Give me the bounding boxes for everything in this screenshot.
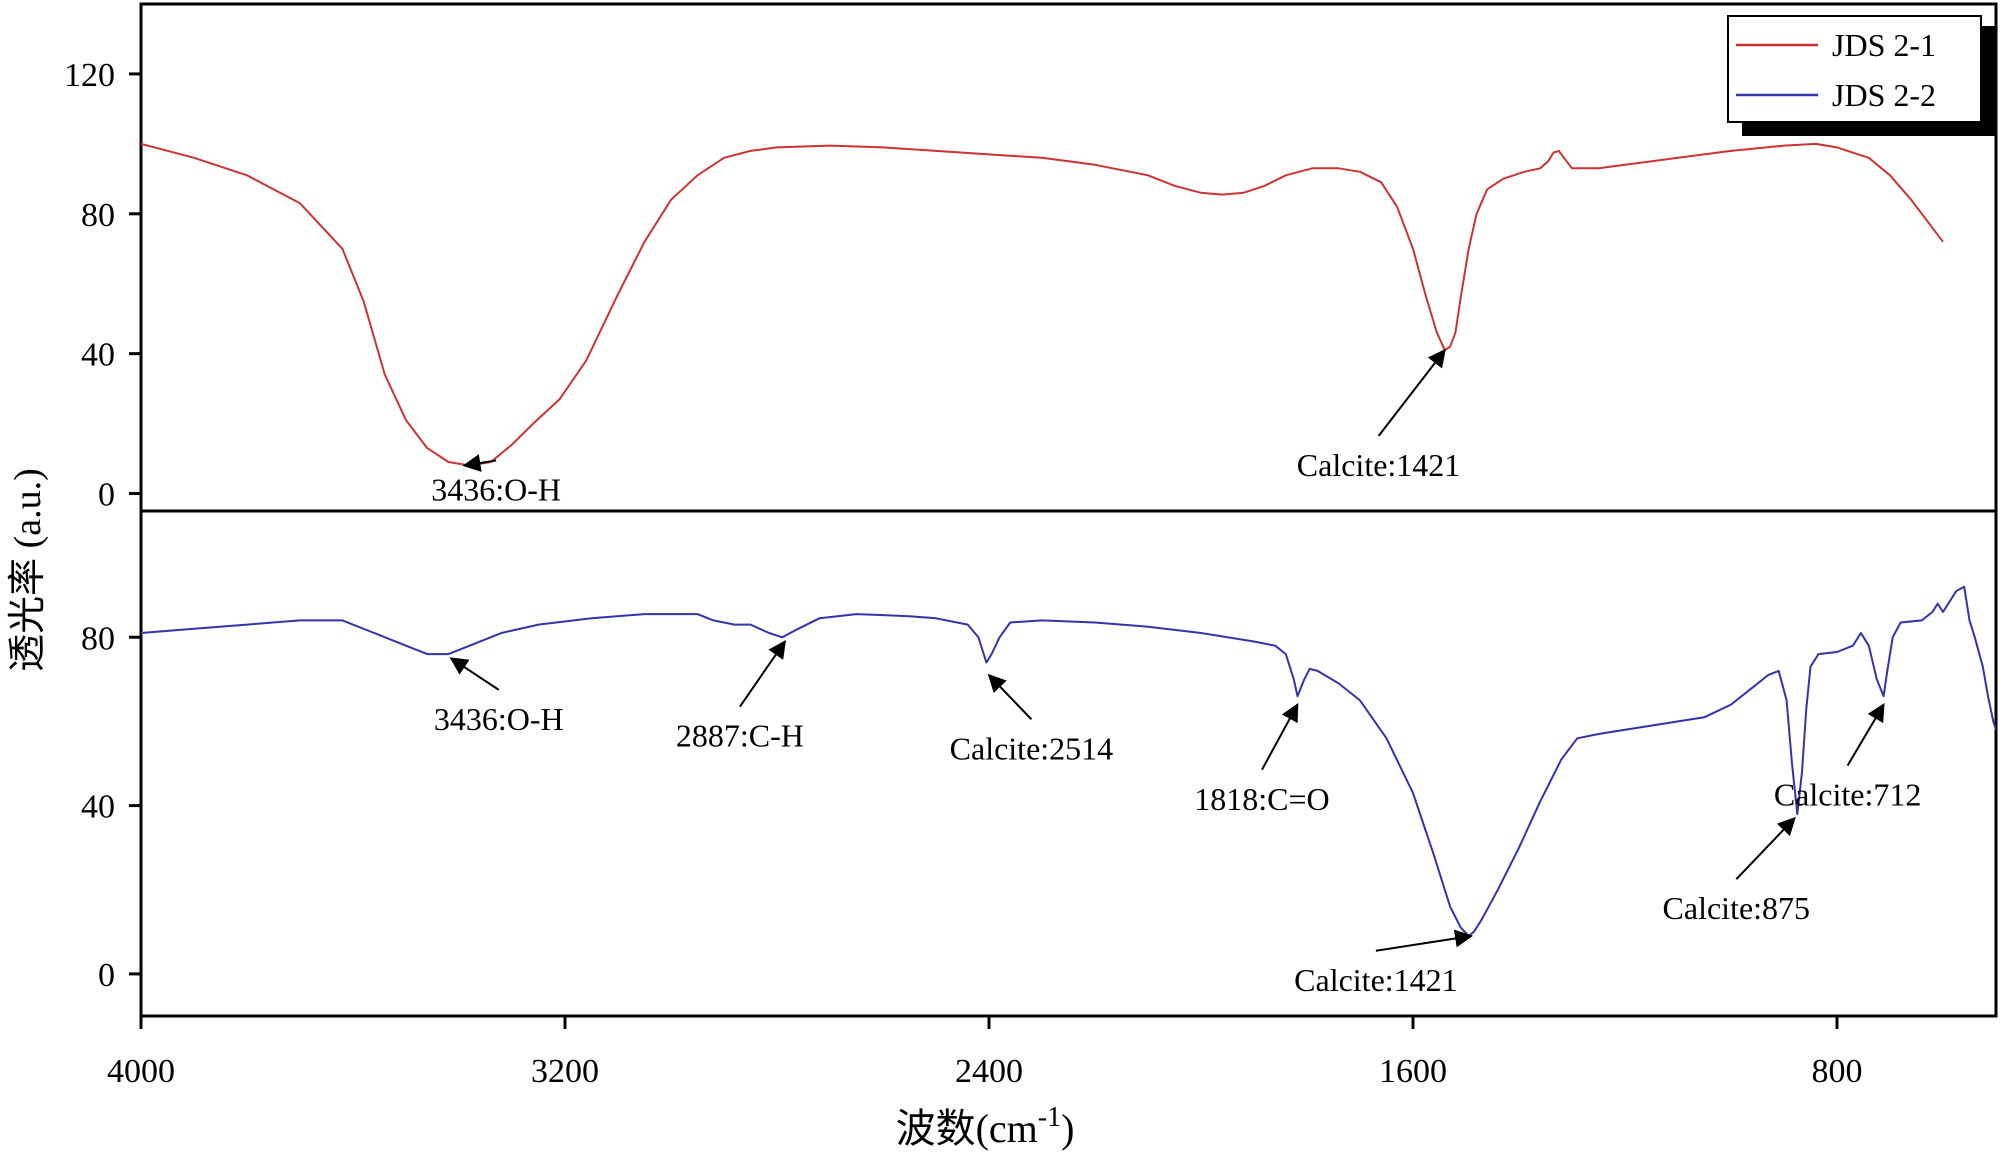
ticks-layer: 0 40 80 120 0 40 80 4000 3200 2400 1600 800	[64, 57, 1863, 1090]
y-tick-label-p0-80: 80	[81, 197, 115, 234]
y-tick-label-p0-120: 120	[64, 57, 115, 94]
x-axis-title-label: 波数	[896, 1106, 976, 1151]
annotation-arrow-5-1818-c-o	[1261, 703, 1299, 771]
annotation-arrow-6-calcite-875	[1735, 816, 1796, 880]
y-tick-label-p1-40: 40	[81, 789, 115, 826]
series-line-jds-2-1	[141, 142, 1944, 467]
annotation-label-5-1818-c-o: 1818:C=O	[1194, 781, 1329, 817]
x-axis-title-exponent: -1	[1038, 1102, 1061, 1133]
annotation-label-0-3436-o-h: 3436:O-H	[431, 472, 561, 508]
annotation-label-4-calcite-2514: Calcite:2514	[950, 730, 1114, 766]
legend: JDS 2-1 JDS 2-2	[1727, 15, 1995, 136]
legend-box	[1727, 15, 1982, 123]
annotation-arrow-4-calcite-2514	[987, 673, 1033, 720]
annotation-arrow-1-calcite-1421	[1377, 348, 1446, 437]
x-tick-label-2400: 2400	[955, 1053, 1023, 1090]
x-tick-label-3200: 3200	[531, 1053, 599, 1090]
annotation-label-6-calcite-875: Calcite:875	[1663, 890, 1811, 926]
legend-label-jds-2-1: JDS 2-1	[1832, 27, 1936, 63]
annotations-layer: 3436:O-H Calcite:1421 3436:O-H 2887:C-H Calc…	[431, 348, 1922, 998]
x-axis-title-close: )	[1061, 1106, 1074, 1151]
y-axis-title: 透光率 (a.u.)	[7, 468, 49, 672]
annotation-arrow-2-3436-o-h	[449, 657, 500, 691]
annotation-label-1-calcite-1421: Calcite:1421	[1297, 447, 1461, 483]
y-tick-label-p1-80: 80	[81, 620, 115, 657]
annotation-label-2-3436-o-h: 3436:O-H	[434, 701, 564, 737]
series-line-jds-2-2	[141, 585, 1996, 937]
y-tick-label-p1-0: 0	[98, 957, 115, 994]
x-tick-label-4000: 4000	[107, 1053, 175, 1090]
annotation-label-8-calcite-1421: Calcite:1421	[1294, 962, 1458, 998]
annotation-label-3-2887-c-h: 2887:C-H	[676, 718, 804, 754]
annotation-label-7-calcite-712: Calcite:712	[1774, 777, 1922, 813]
x-axis-title-unit: (cm	[976, 1106, 1038, 1151]
annotation-arrow-8-calcite-1421	[1375, 929, 1474, 952]
legend-label-jds-2-2: JDS 2-2	[1832, 77, 1936, 113]
annotation-arrow-7-calcite-712	[1846, 703, 1885, 767]
series-layer	[141, 142, 1996, 937]
y-tick-label-p0-0: 0	[98, 477, 115, 514]
annotation-arrow-0-3436-o-h	[462, 454, 497, 472]
y-tick-label-p0-40: 40	[81, 337, 115, 374]
x-tick-label-1600: 1600	[1379, 1053, 1447, 1090]
annotation-arrow-3-2887-c-h	[739, 639, 786, 708]
x-axis-title: 波数(cm-1)	[896, 1102, 1075, 1151]
x-tick-label-800: 800	[1812, 1053, 1863, 1090]
